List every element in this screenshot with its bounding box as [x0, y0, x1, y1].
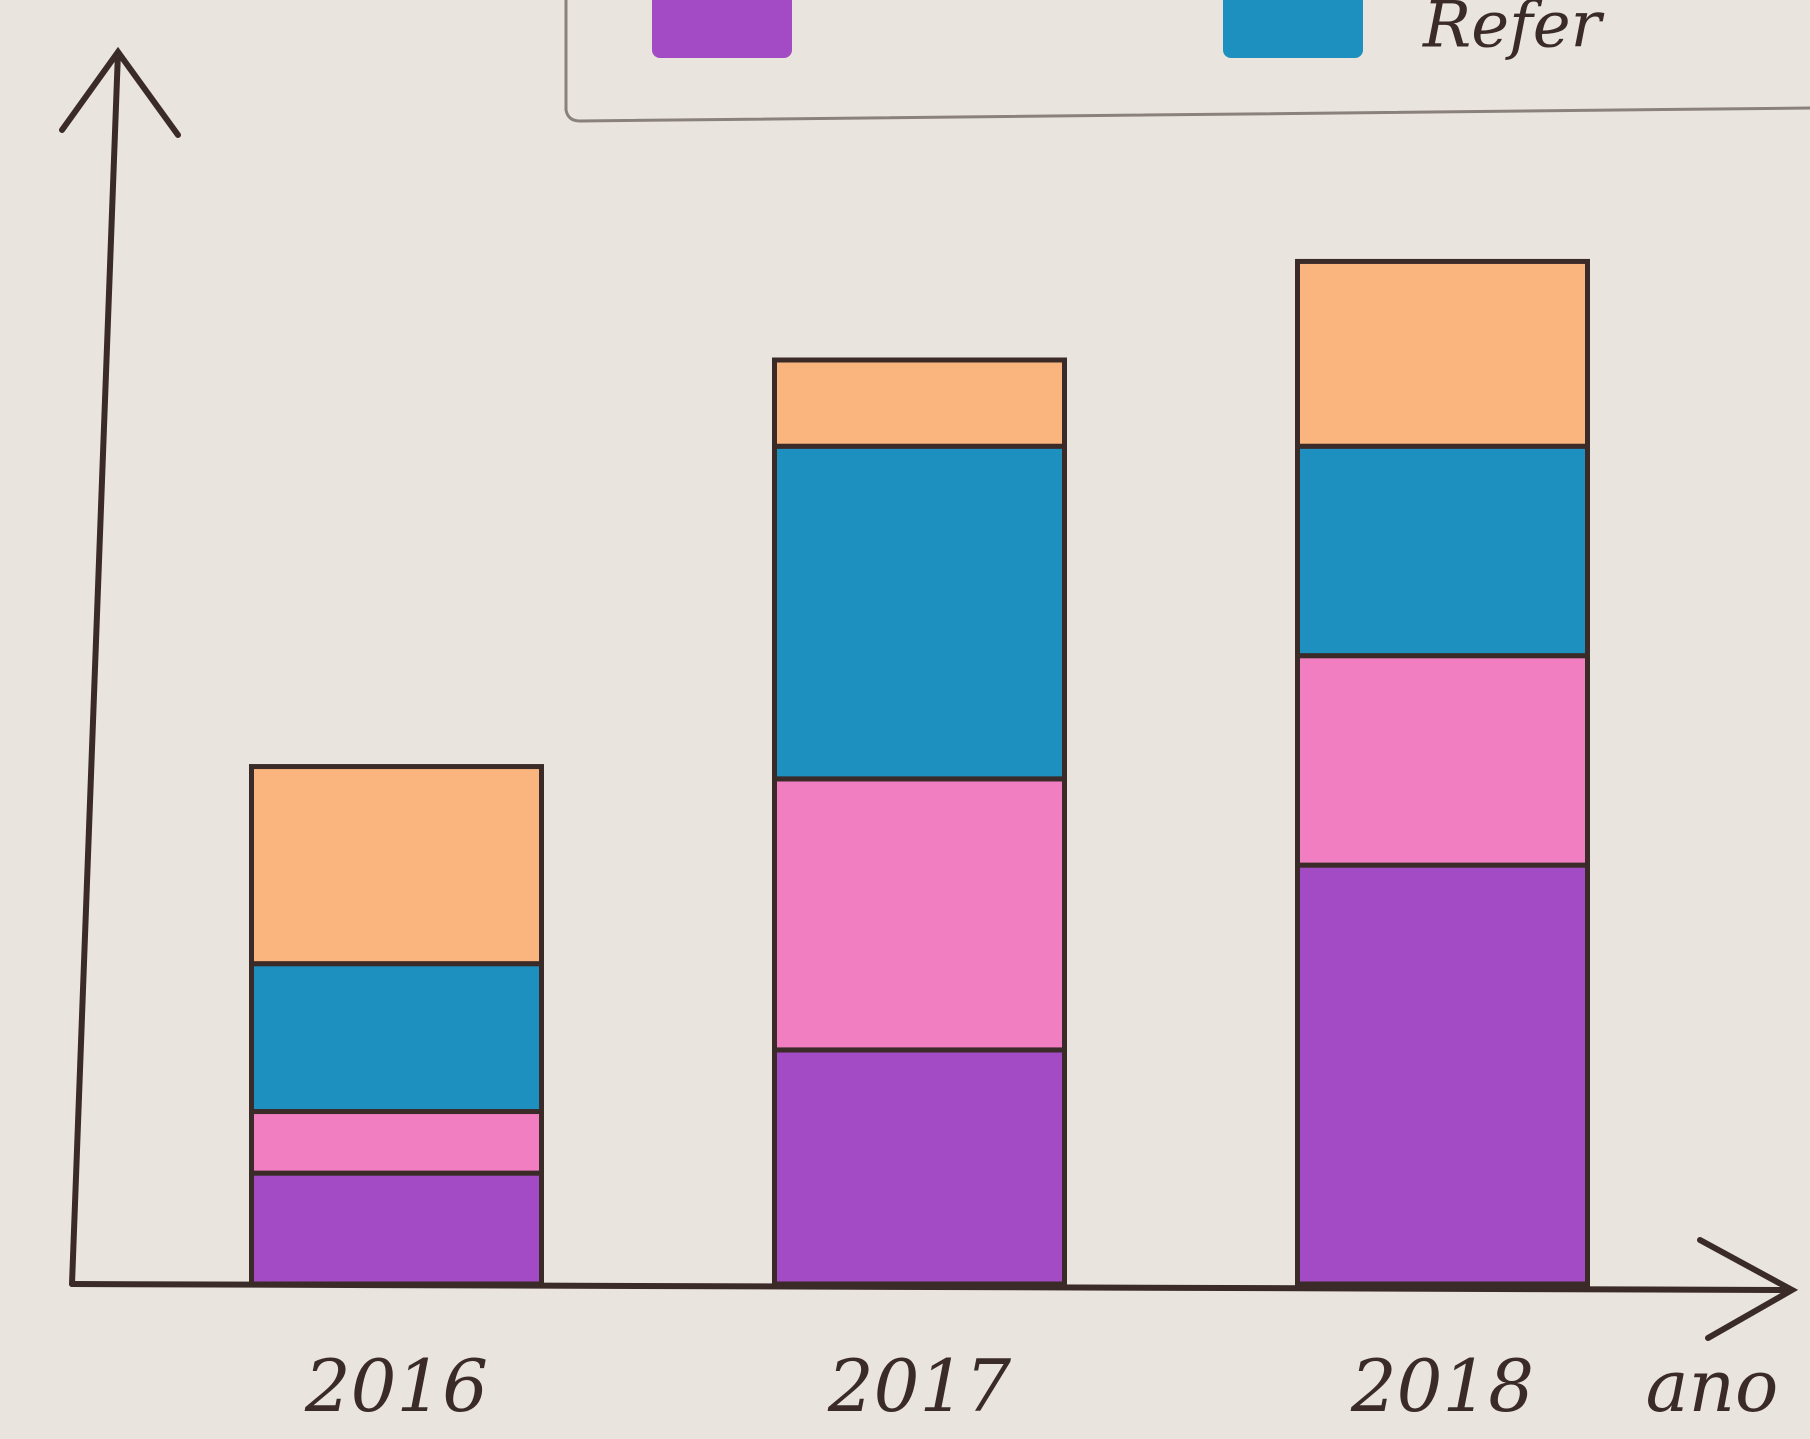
- bars: [249, 258, 1590, 1287]
- y-axis: [59, 46, 181, 1287]
- bar-segment: [772, 443, 1067, 782]
- bar-segment: [249, 1170, 544, 1287]
- bar-segment: [1295, 862, 1590, 1287]
- x-tick-label: 2016: [304, 1344, 488, 1428]
- legend-swatch: [652, 0, 792, 58]
- legend-label: Refer: [1422, 0, 1605, 63]
- bar-segment: [1295, 443, 1590, 659]
- bar-segment: [1295, 653, 1590, 868]
- x-axis-label: ano: [1646, 1344, 1779, 1428]
- bar-segment: [249, 961, 544, 1115]
- bar-segment: [772, 1047, 1067, 1287]
- legend: Refer: [652, 0, 1605, 63]
- bar-segment: [1295, 258, 1590, 449]
- legend-box: [564, 0, 1810, 123]
- legend-swatch: [1223, 0, 1363, 58]
- bar-segment: [772, 776, 1067, 1053]
- bar-segment: [772, 357, 1067, 449]
- x-tick-label: 2017: [827, 1344, 1011, 1428]
- bar-segment: [249, 1109, 544, 1176]
- x-tick-label: 2018: [1350, 1344, 1534, 1428]
- bar-segment: [249, 764, 544, 967]
